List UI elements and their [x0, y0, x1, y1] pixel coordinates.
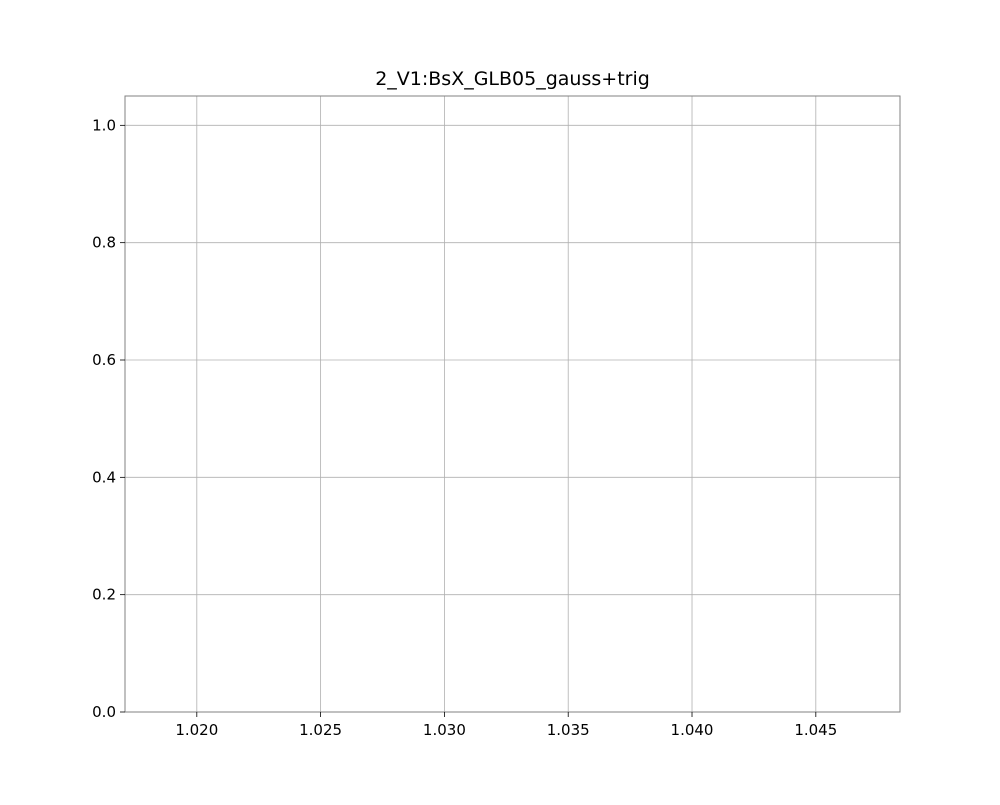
y-tick-label: 1.0 [92, 116, 116, 134]
x-tick-label: 1.020 [175, 721, 218, 739]
y-tick-label: 0.8 [92, 234, 116, 252]
y-tick-label: 0.6 [92, 351, 116, 369]
x-tick-label: 1.040 [671, 721, 714, 739]
y-tick-label: 0.0 [92, 703, 116, 721]
axes-frame [124, 95, 901, 713]
x-tick-label: 1.045 [794, 721, 837, 739]
chart-title: 2_V1:BsX_GLB05_gauss+trig [375, 68, 650, 90]
y-tick-label: 0.2 [92, 586, 116, 604]
x-tick-label: 1.030 [423, 721, 466, 739]
x-tick-label: 1.025 [299, 721, 342, 739]
x-tick-label: 1.035 [547, 721, 590, 739]
y-tick-label: 0.4 [92, 468, 116, 486]
